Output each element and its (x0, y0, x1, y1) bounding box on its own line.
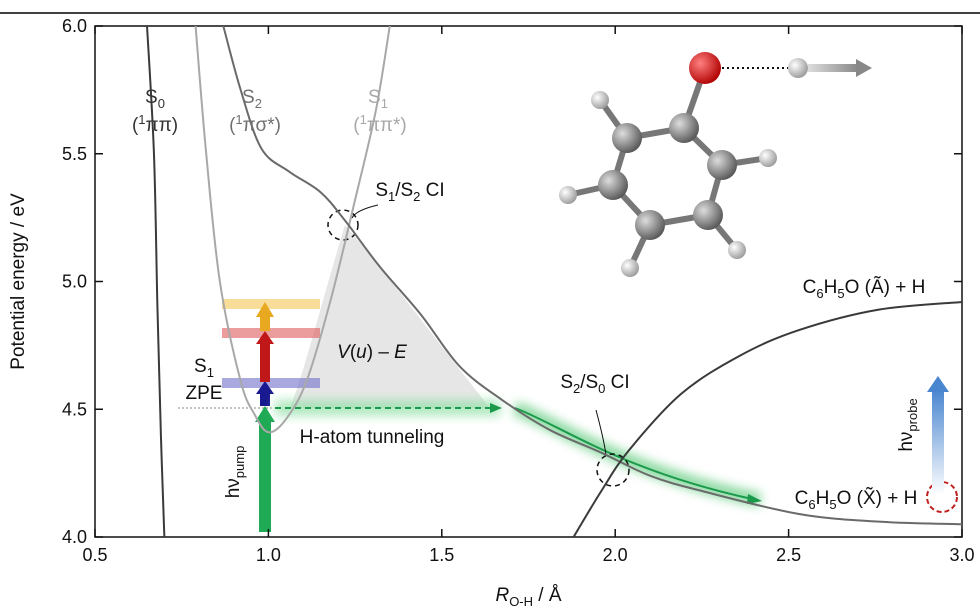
x-tick-label: 1.5 (429, 545, 454, 565)
x-axis-title: RO-H / Å (495, 585, 561, 609)
level-band (222, 328, 320, 338)
annotation-part: hν (223, 478, 244, 498)
annotation-part: H (816, 488, 830, 509)
annotation-part: 2 (413, 189, 420, 204)
y-tick-label: 4.5 (62, 399, 87, 419)
y-axis-title: Potential energy / eV (8, 193, 29, 370)
annotation-part: ππ*) (367, 115, 407, 136)
annotation-part: 1 (381, 96, 388, 111)
annotation: S1/S2 CI (375, 180, 444, 204)
annotation-part: 6 (808, 497, 815, 512)
annotation-part: /S (395, 180, 413, 201)
x-axis-title-part: / Å (533, 585, 562, 606)
annotation-part: 2 (255, 96, 262, 111)
annotation: (1ππ*) (353, 112, 407, 136)
x-axis-title-part: O-H (509, 594, 533, 609)
annotation-part: 5 (837, 286, 844, 301)
annotation: C6H5O (Ã) + H (803, 276, 926, 301)
x-tick-label: 0.5 (82, 545, 107, 565)
annotation: C6H5O (X̃) + H (795, 487, 918, 512)
annotation: S1 (194, 356, 214, 380)
x-tick-label: 2.0 (603, 545, 628, 565)
annotation-part: pump (232, 446, 247, 479)
annotation-part: 1 (388, 189, 395, 204)
annotation-part: H-atom tunneling (300, 427, 445, 448)
annotation-part: 0 (598, 381, 605, 396)
annotation-part: 5 (829, 497, 836, 512)
y-tick-label: 5.0 (62, 272, 87, 292)
x-tick-label: 2.5 (776, 545, 801, 565)
chart: 0.5 1.0 1.5 2.0 2.5 3.0 4.0 4.5 5.0 5.5 6.0 Potenti… (0, 0, 980, 612)
annotation-part: S (145, 87, 158, 108)
x-tick-label: 1.0 (256, 545, 281, 565)
annotation-part: 6 (816, 286, 823, 301)
annotation: hνprobe (896, 398, 920, 451)
pump-arrow (260, 342, 270, 382)
annotation: S0 (145, 87, 165, 111)
pump-arrow (260, 315, 270, 331)
annotation-part: S (560, 372, 573, 393)
annotation-part: πσ*) (243, 115, 281, 136)
annotation-part: C (803, 277, 817, 298)
annotation-part: S (194, 356, 207, 377)
annotation: S1 (368, 87, 388, 111)
annotation-part: S (375, 180, 388, 201)
annotation-part: CI (420, 180, 444, 201)
annotation-part: O (X̃) + H (837, 487, 918, 509)
probe-arrow (927, 376, 949, 392)
x-axis-title-part: R (495, 585, 509, 606)
annotation: hνpump (223, 446, 247, 499)
molecule (559, 52, 872, 277)
annotation: V(u) – E (337, 342, 407, 363)
annotation-part: O (Ã) + H (845, 276, 926, 298)
annotation-part: 1 (138, 112, 145, 127)
annotation: H-atom tunneling (300, 427, 445, 448)
annotation-part: S (242, 87, 255, 108)
annotation: ZPE (186, 383, 223, 404)
x-tick-label: 3.0 (949, 545, 974, 565)
annotation: (1ππ) (132, 112, 178, 136)
probe-arrow (932, 390, 944, 495)
annotation-part: H (824, 277, 838, 298)
annotation-part: E (394, 342, 407, 363)
annotation-part: 2 (573, 381, 580, 396)
level-band (222, 299, 320, 309)
annotation-part: S (368, 87, 381, 108)
annotation-part: 1 (207, 365, 214, 380)
annotation-part: hν (896, 432, 917, 452)
annotation-part: ZPE (186, 383, 223, 404)
annotation-part: ππ) (146, 115, 179, 136)
y-tick-label: 4.0 (62, 527, 87, 547)
pump-arrow (259, 420, 271, 532)
annotation: S2 (242, 87, 262, 111)
annotation-part: probe (905, 398, 920, 431)
annotation-part: CI (605, 372, 629, 393)
annotation-part: 0 (158, 96, 165, 111)
annotation: S2/S0 CI (560, 372, 629, 396)
annotation-part: ) – (367, 342, 394, 363)
y-tick-label: 5.5 (62, 144, 87, 164)
annotation-part: C (795, 488, 809, 509)
annotation: (1πσ*) (229, 112, 281, 136)
tunneling-glow (515, 408, 760, 500)
annotation-part: u (356, 342, 367, 363)
pump-arrow (260, 392, 270, 406)
annotation-part: 1 (360, 112, 367, 127)
y-tick-label: 6.0 (62, 16, 87, 36)
annotation-part: /S (580, 372, 598, 393)
annotation-part: 1 (235, 112, 242, 127)
